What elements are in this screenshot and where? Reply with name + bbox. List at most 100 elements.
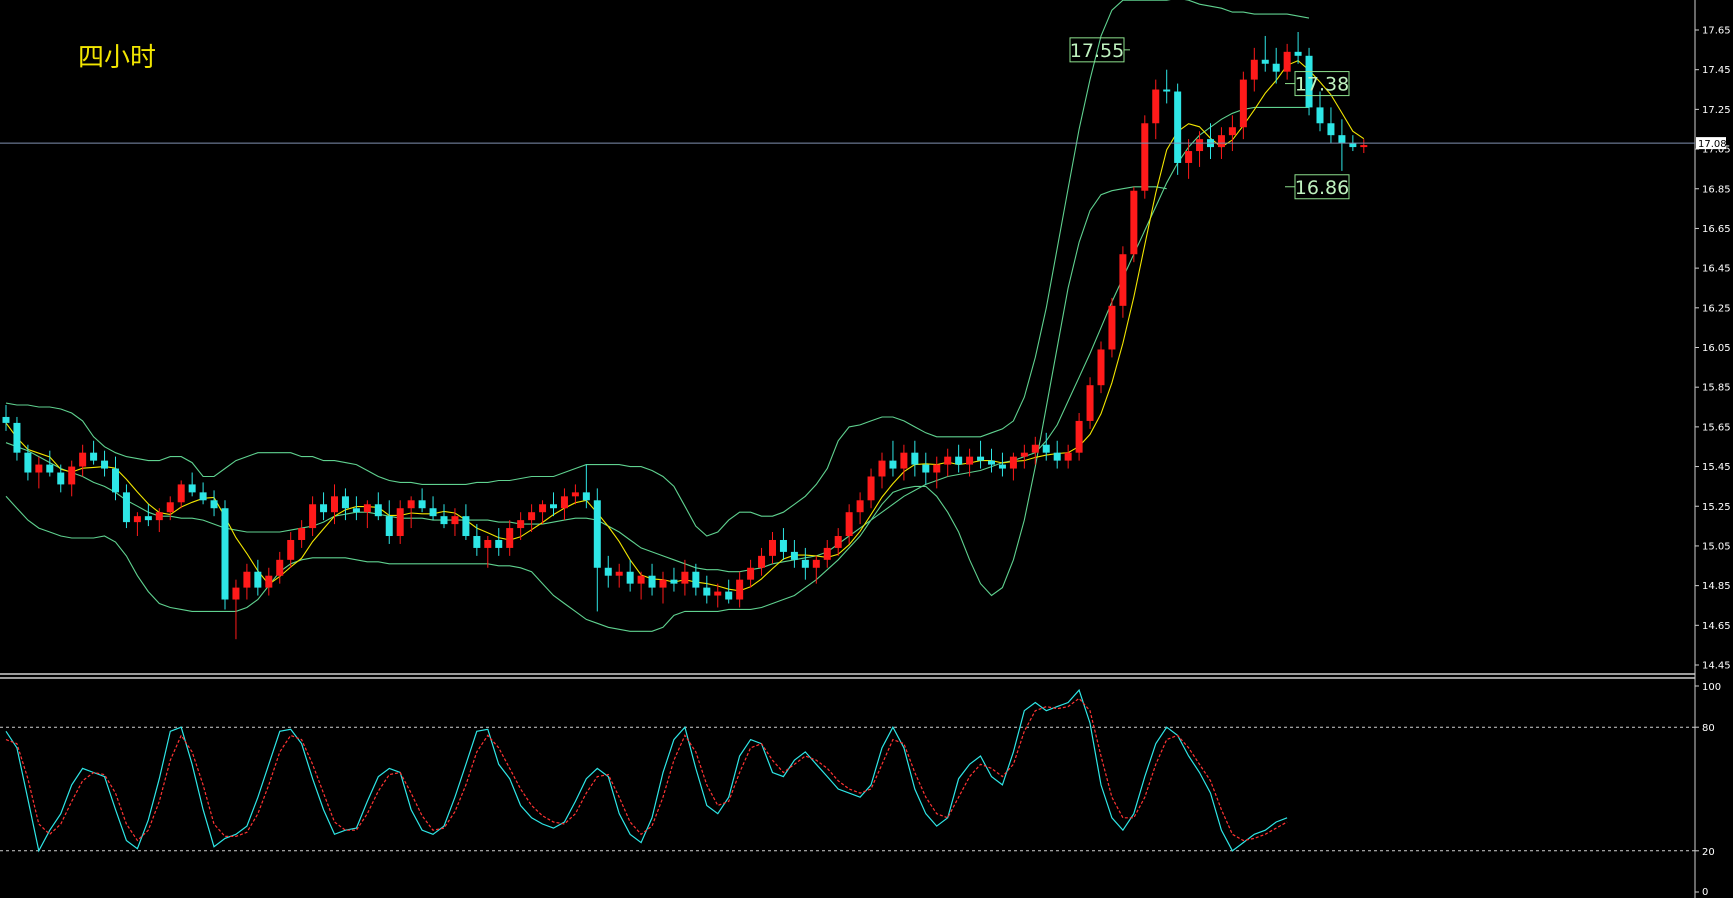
candle-body [1196, 139, 1204, 152]
candle [133, 512, 141, 537]
candle-body [1327, 123, 1335, 136]
candle [1086, 377, 1094, 429]
candle [626, 559, 634, 592]
price-callout: 16.86 [1285, 174, 1350, 200]
candle-body [1250, 59, 1258, 80]
candle-body [1119, 254, 1127, 306]
candle [101, 450, 109, 477]
candle [1305, 47, 1313, 116]
candle [418, 488, 426, 513]
candle-body [878, 460, 886, 477]
candle [933, 456, 941, 489]
candle-body [188, 484, 196, 493]
candle [692, 563, 700, 596]
candle-body [24, 452, 32, 473]
candle-body [429, 508, 437, 517]
candle [1228, 115, 1236, 152]
bollinger-upper-band [5, 0, 1310, 537]
price-tick-label: 16.65 [1702, 224, 1731, 235]
candle-body [287, 539, 295, 560]
candle-body [341, 496, 349, 509]
candle-body [462, 516, 470, 537]
candle [998, 452, 1006, 477]
candle [1261, 35, 1269, 72]
candle [352, 496, 360, 521]
candle [221, 500, 229, 610]
candle [1108, 297, 1116, 358]
candle-body [232, 587, 240, 600]
candle-body [714, 591, 722, 596]
candle-body [122, 492, 130, 523]
candle-body [659, 579, 667, 588]
candle-body [615, 571, 623, 576]
candle [714, 583, 722, 608]
candle-body [1338, 135, 1346, 144]
oscillator-tick-label: 80 [1702, 723, 1715, 734]
candle [287, 532, 295, 568]
candle [13, 416, 21, 461]
price-tick-label: 16.45 [1702, 264, 1731, 275]
candle-body [155, 512, 163, 521]
candle [725, 579, 733, 604]
candle [801, 547, 809, 580]
candle [988, 448, 995, 473]
candle [528, 504, 536, 533]
candle [1185, 139, 1193, 179]
candle [199, 482, 207, 505]
candle [900, 444, 908, 481]
candle-body [922, 464, 930, 473]
price-tick-label: 17.05 [1702, 145, 1731, 156]
candle-body [1097, 349, 1105, 386]
candle [1141, 115, 1149, 199]
candle [823, 539, 831, 568]
candle [429, 496, 437, 521]
candle [1009, 452, 1017, 481]
bollinger-lower-band [5, 186, 1167, 632]
candle-body [692, 571, 700, 588]
candle-body [133, 516, 141, 523]
candle-body [1141, 123, 1149, 191]
candle [747, 559, 755, 588]
candle-body [1075, 420, 1083, 453]
candle-body [571, 492, 579, 497]
price-tick-label: 17.65 [1702, 26, 1731, 37]
candle-body [495, 539, 503, 548]
candle [834, 528, 842, 556]
candle [681, 559, 689, 596]
candle [1272, 47, 1280, 84]
candle-body [112, 468, 119, 493]
candle-body [1283, 51, 1291, 72]
candle-body [1316, 107, 1324, 124]
candle [1174, 83, 1182, 175]
candle [1152, 79, 1160, 140]
candle-body [933, 464, 941, 473]
candle-body [703, 587, 711, 596]
candle-body [1217, 135, 1225, 148]
candle-body [451, 516, 459, 525]
candle-body [1009, 456, 1017, 469]
candle [1130, 186, 1138, 263]
candle-body [944, 456, 952, 465]
candle [210, 490, 218, 517]
candle-body [1294, 51, 1302, 56]
candle [571, 484, 579, 505]
candle [1338, 119, 1346, 171]
candle-body [856, 500, 864, 513]
candle-body [889, 460, 897, 469]
candle [1031, 436, 1039, 465]
candle-body [834, 536, 842, 548]
candle-body [988, 460, 995, 465]
candle [407, 496, 415, 529]
price-tick-label: 14.45 [1702, 661, 1731, 672]
oscillator-tick-label: 100 [1702, 682, 1721, 693]
candle-body [1272, 63, 1280, 72]
oscillator-tick-label: 0 [1702, 887, 1708, 898]
candle-body [243, 571, 251, 588]
candle-body [13, 422, 21, 453]
candle-body [812, 559, 820, 568]
candle [790, 539, 798, 568]
price-tick-label: 14.65 [1702, 621, 1731, 632]
candle [1239, 71, 1247, 140]
candle-body [560, 496, 568, 509]
